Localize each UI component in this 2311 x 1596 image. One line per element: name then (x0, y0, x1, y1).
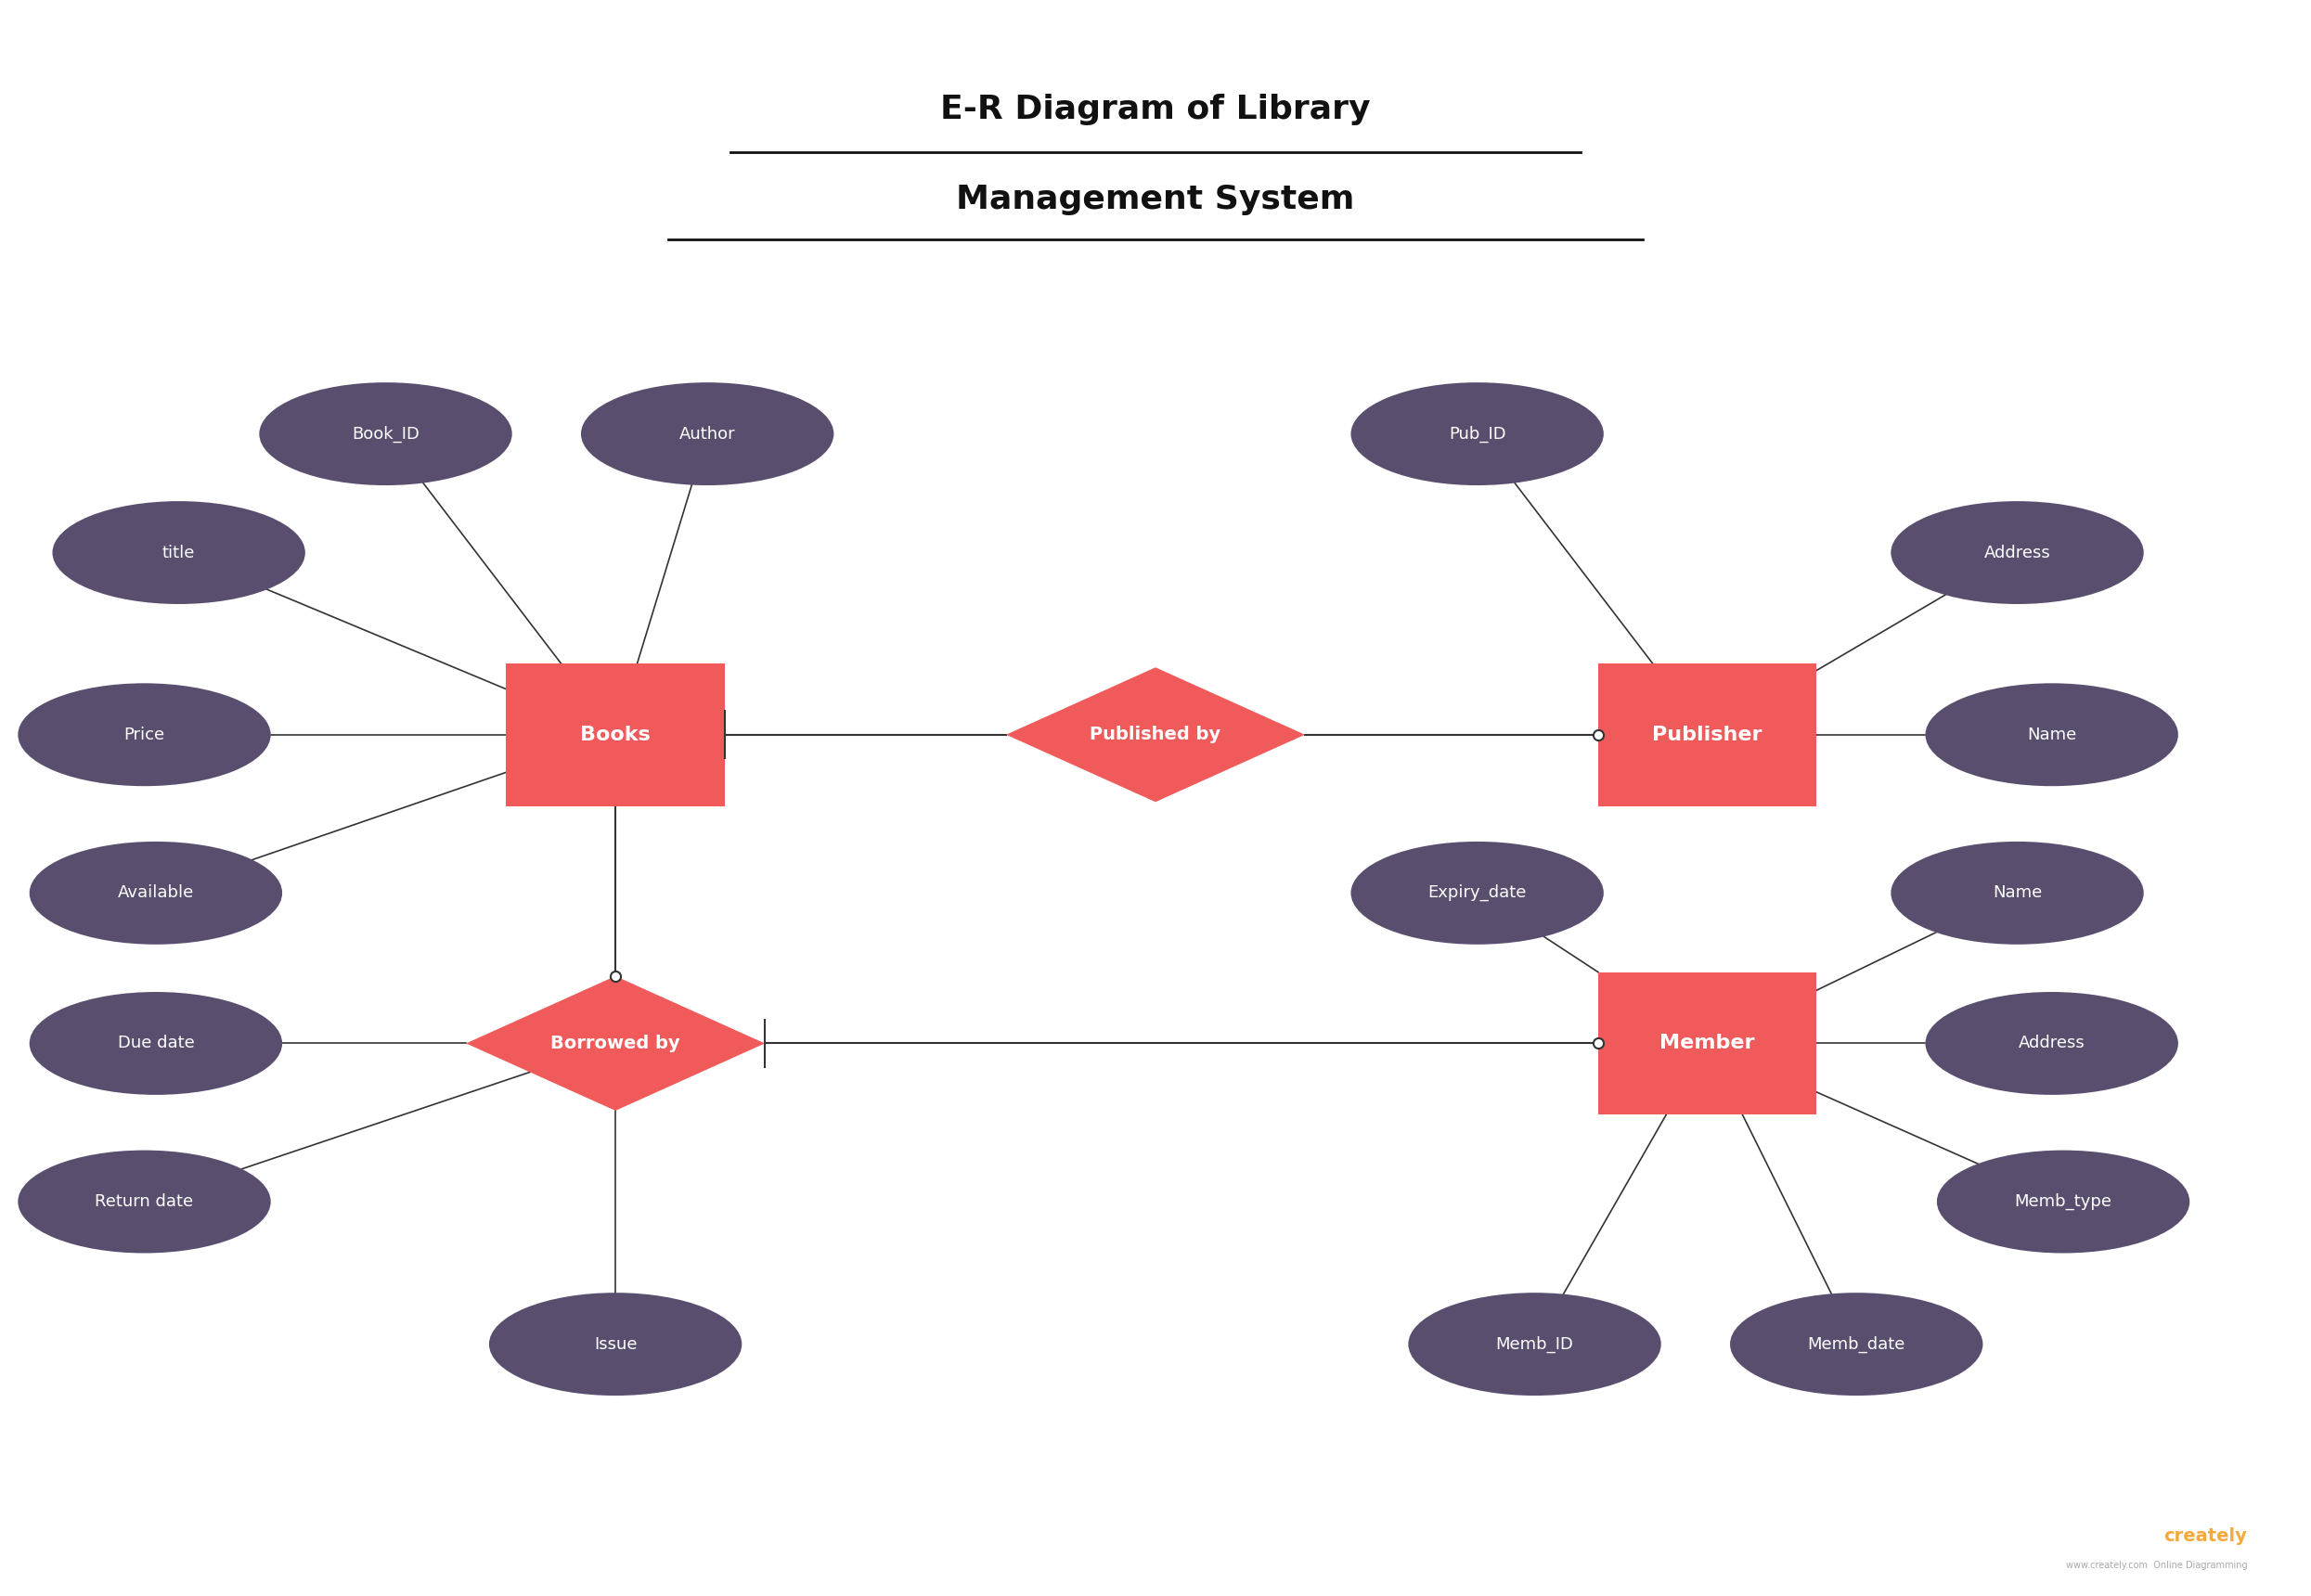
Text: Price: Price (125, 726, 164, 744)
FancyBboxPatch shape (506, 664, 726, 806)
Text: Book_ID: Book_ID (351, 426, 421, 442)
Ellipse shape (1925, 993, 2179, 1095)
Ellipse shape (53, 501, 305, 603)
Text: Author: Author (679, 426, 735, 442)
Ellipse shape (1352, 383, 1604, 485)
Text: E-R Diagram of Library: E-R Diagram of Library (941, 94, 1370, 124)
Text: creately: creately (2163, 1527, 2246, 1545)
Text: Memb_type: Memb_type (2015, 1194, 2112, 1210)
FancyBboxPatch shape (1597, 664, 1816, 806)
Text: Books: Books (580, 726, 652, 744)
Text: Borrowed by: Borrowed by (550, 1034, 679, 1052)
Text: Management System: Management System (957, 184, 1354, 215)
Text: title: title (162, 544, 194, 560)
Text: www.creately.com  Online Diagramming: www.creately.com Online Diagramming (2066, 1561, 2246, 1570)
Text: Memb_date: Memb_date (1807, 1336, 1904, 1353)
Text: Memb_ID: Memb_ID (1495, 1336, 1574, 1353)
Text: Expiry_date: Expiry_date (1428, 884, 1528, 902)
Ellipse shape (18, 683, 270, 787)
Ellipse shape (490, 1293, 742, 1395)
Ellipse shape (1890, 841, 2145, 945)
Text: Available: Available (118, 884, 194, 902)
FancyBboxPatch shape (1597, 972, 1816, 1114)
Polygon shape (467, 977, 765, 1111)
Ellipse shape (1731, 1293, 1983, 1395)
Text: Name: Name (1992, 884, 2043, 902)
Ellipse shape (1352, 841, 1604, 945)
Text: Issue: Issue (594, 1336, 638, 1352)
Ellipse shape (1890, 501, 2145, 603)
Text: Publisher: Publisher (1652, 726, 1761, 744)
Text: Published by: Published by (1091, 726, 1220, 744)
Ellipse shape (580, 383, 834, 485)
Ellipse shape (259, 383, 513, 485)
Ellipse shape (1407, 1293, 1662, 1395)
Text: Address: Address (1985, 544, 2050, 560)
Ellipse shape (1925, 683, 2179, 787)
Text: Address: Address (2018, 1036, 2085, 1052)
Text: Name: Name (2027, 726, 2078, 744)
Polygon shape (1005, 667, 1306, 801)
Text: Due date: Due date (118, 1036, 194, 1052)
Ellipse shape (1937, 1151, 2189, 1253)
Ellipse shape (30, 993, 282, 1095)
Ellipse shape (30, 841, 282, 945)
Text: Return date: Return date (95, 1194, 194, 1210)
Text: Member: Member (1659, 1034, 1754, 1053)
Text: Pub_ID: Pub_ID (1449, 426, 1507, 442)
Ellipse shape (18, 1151, 270, 1253)
